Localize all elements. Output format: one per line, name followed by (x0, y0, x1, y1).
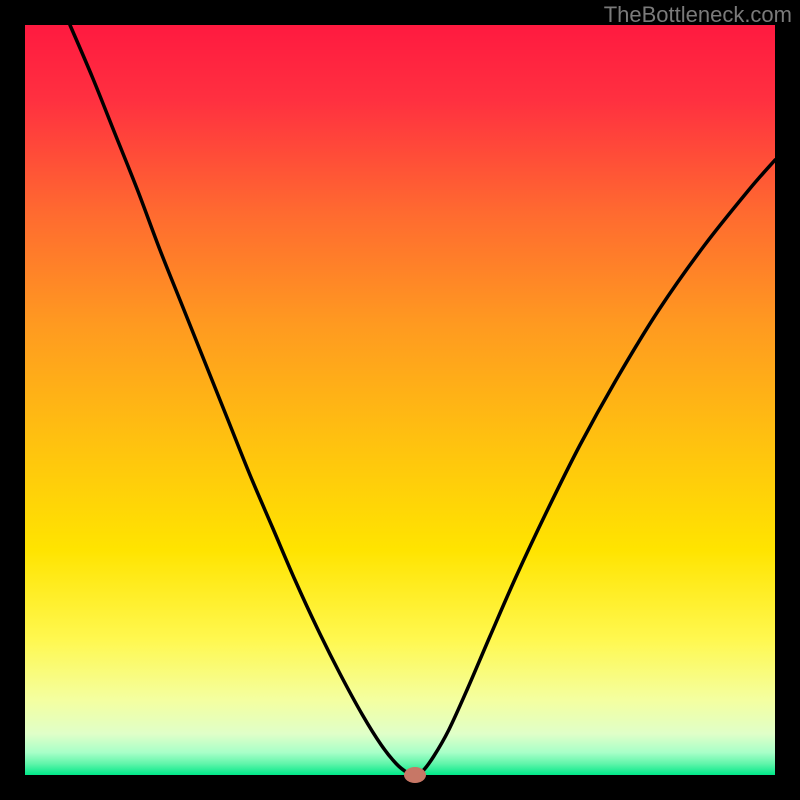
bottleneck-curve (25, 25, 775, 775)
watermark-text: TheBottleneck.com (604, 2, 792, 28)
optimum-marker (404, 767, 426, 783)
plot-area (25, 25, 775, 775)
chart-container: TheBottleneck.com (0, 0, 800, 800)
